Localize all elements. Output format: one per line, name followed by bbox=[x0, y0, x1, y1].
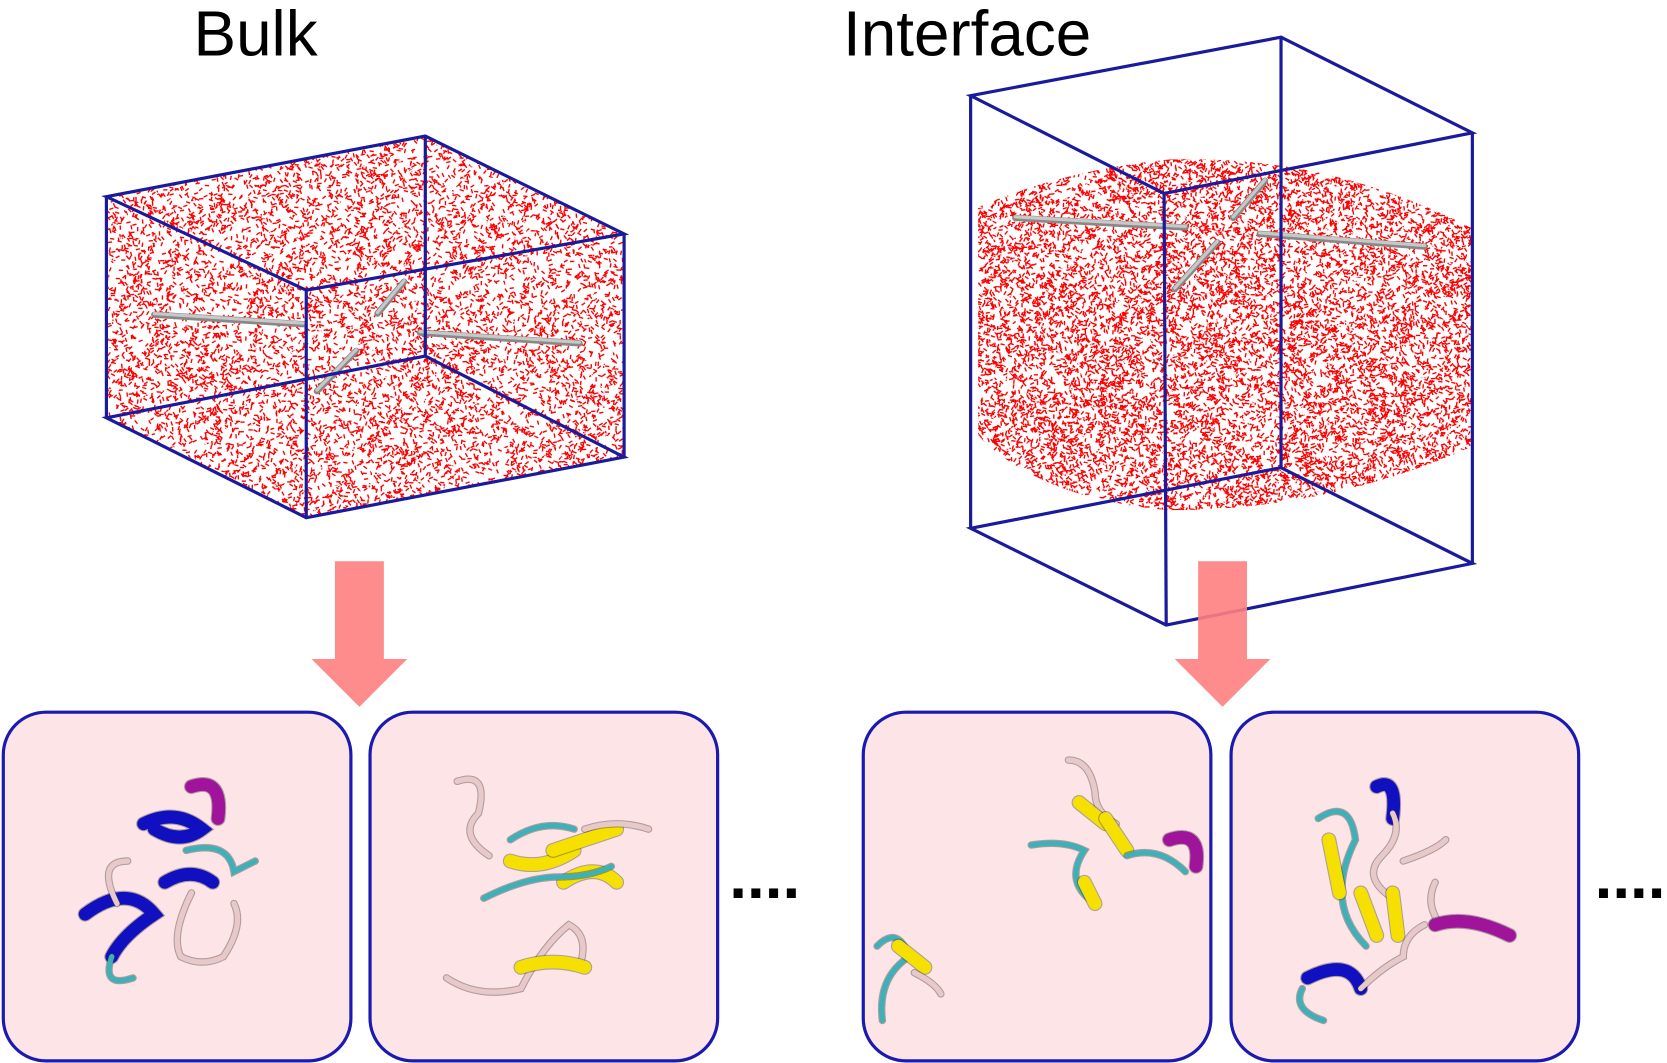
bulk-ellipsis: .... bbox=[729, 840, 800, 912]
snapshot-panel bbox=[1229, 710, 1581, 1063]
strand-ribbon bbox=[546, 822, 624, 857]
coil-ribbon bbox=[1370, 810, 1399, 901]
helix_alpha-ribbon bbox=[158, 867, 220, 889]
down-arrow-icon bbox=[1174, 561, 1271, 707]
turn-ribbon bbox=[507, 822, 577, 843]
nanotube-rod-highlight bbox=[1013, 215, 1187, 229]
strand-ribbon bbox=[1077, 875, 1102, 910]
strand-ribbon bbox=[1099, 812, 1134, 857]
turn-ribbon bbox=[1296, 985, 1327, 1024]
strand-ribbon bbox=[1322, 833, 1346, 900]
coil-ribbon bbox=[1358, 922, 1428, 992]
helix_310-ribbon bbox=[1428, 914, 1516, 942]
strand-ribbon bbox=[1386, 886, 1405, 942]
coil-ribbon bbox=[105, 858, 131, 907]
nanotube-rods bbox=[151, 177, 1428, 395]
coil-ribbon bbox=[174, 890, 241, 965]
strand-ribbon bbox=[1354, 886, 1384, 942]
snapshot-panel bbox=[368, 710, 720, 1063]
strand-ribbon bbox=[891, 939, 932, 974]
helix_310-ribbon bbox=[1163, 831, 1204, 873]
protein-snapshots bbox=[1, 710, 1581, 1063]
coil-ribbon bbox=[1400, 837, 1449, 864]
coil-ribbon bbox=[582, 821, 652, 832]
water-hydrogens bbox=[978, 159, 1473, 511]
turn-ribbon bbox=[1124, 850, 1189, 875]
snapshot-frame bbox=[368, 710, 720, 1063]
down-arrow-icons bbox=[311, 561, 1271, 707]
snapshot-frame bbox=[1, 710, 353, 1063]
coil-ribbon bbox=[443, 921, 586, 995]
turn-ribbon bbox=[1315, 808, 1369, 949]
snapshot-panel bbox=[1, 710, 353, 1063]
down-arrow-icon bbox=[311, 561, 408, 707]
nanotube-rod-highlight bbox=[375, 279, 406, 315]
interface-water-slab bbox=[978, 159, 1473, 511]
bulk-water-box bbox=[106, 136, 625, 518]
interface-ellipsis: .... bbox=[1595, 840, 1666, 912]
turn-ribbon bbox=[183, 845, 258, 876]
snapshot-frame bbox=[861, 710, 1213, 1063]
nanotube-rod-highlight bbox=[1173, 239, 1219, 290]
snapshot-panel bbox=[861, 710, 1213, 1063]
turn-ribbon bbox=[481, 863, 614, 901]
nanotube-rod-highlight bbox=[152, 311, 305, 325]
interface-title: Interface bbox=[843, 0, 1091, 69]
coil-ribbon bbox=[454, 776, 492, 859]
coil-ribbon bbox=[911, 969, 944, 997]
strand-ribbon bbox=[503, 844, 581, 871]
snapshot-frame bbox=[1229, 710, 1581, 1063]
nanotube-rod-highlight bbox=[1231, 178, 1267, 219]
bulk-title: Bulk bbox=[194, 0, 318, 69]
nanotube-rod-highlight bbox=[315, 348, 358, 392]
helix_310-ribbon bbox=[185, 778, 226, 825]
nanotube-rod-highlight bbox=[1258, 231, 1427, 248]
turn-ribbon bbox=[106, 954, 136, 984]
simulation-box-edges bbox=[101, 35, 1478, 627]
water-molecules bbox=[106, 136, 625, 518]
helix_alpha-ribbon bbox=[78, 891, 164, 964]
nanotube-rod-highlight bbox=[418, 330, 582, 344]
helix_alpha-ribbon bbox=[1301, 963, 1368, 995]
interface-box-edge bbox=[1162, 193, 1168, 626]
strand-ribbon bbox=[514, 955, 592, 974]
helix_alpha-ribbon bbox=[137, 810, 213, 844]
